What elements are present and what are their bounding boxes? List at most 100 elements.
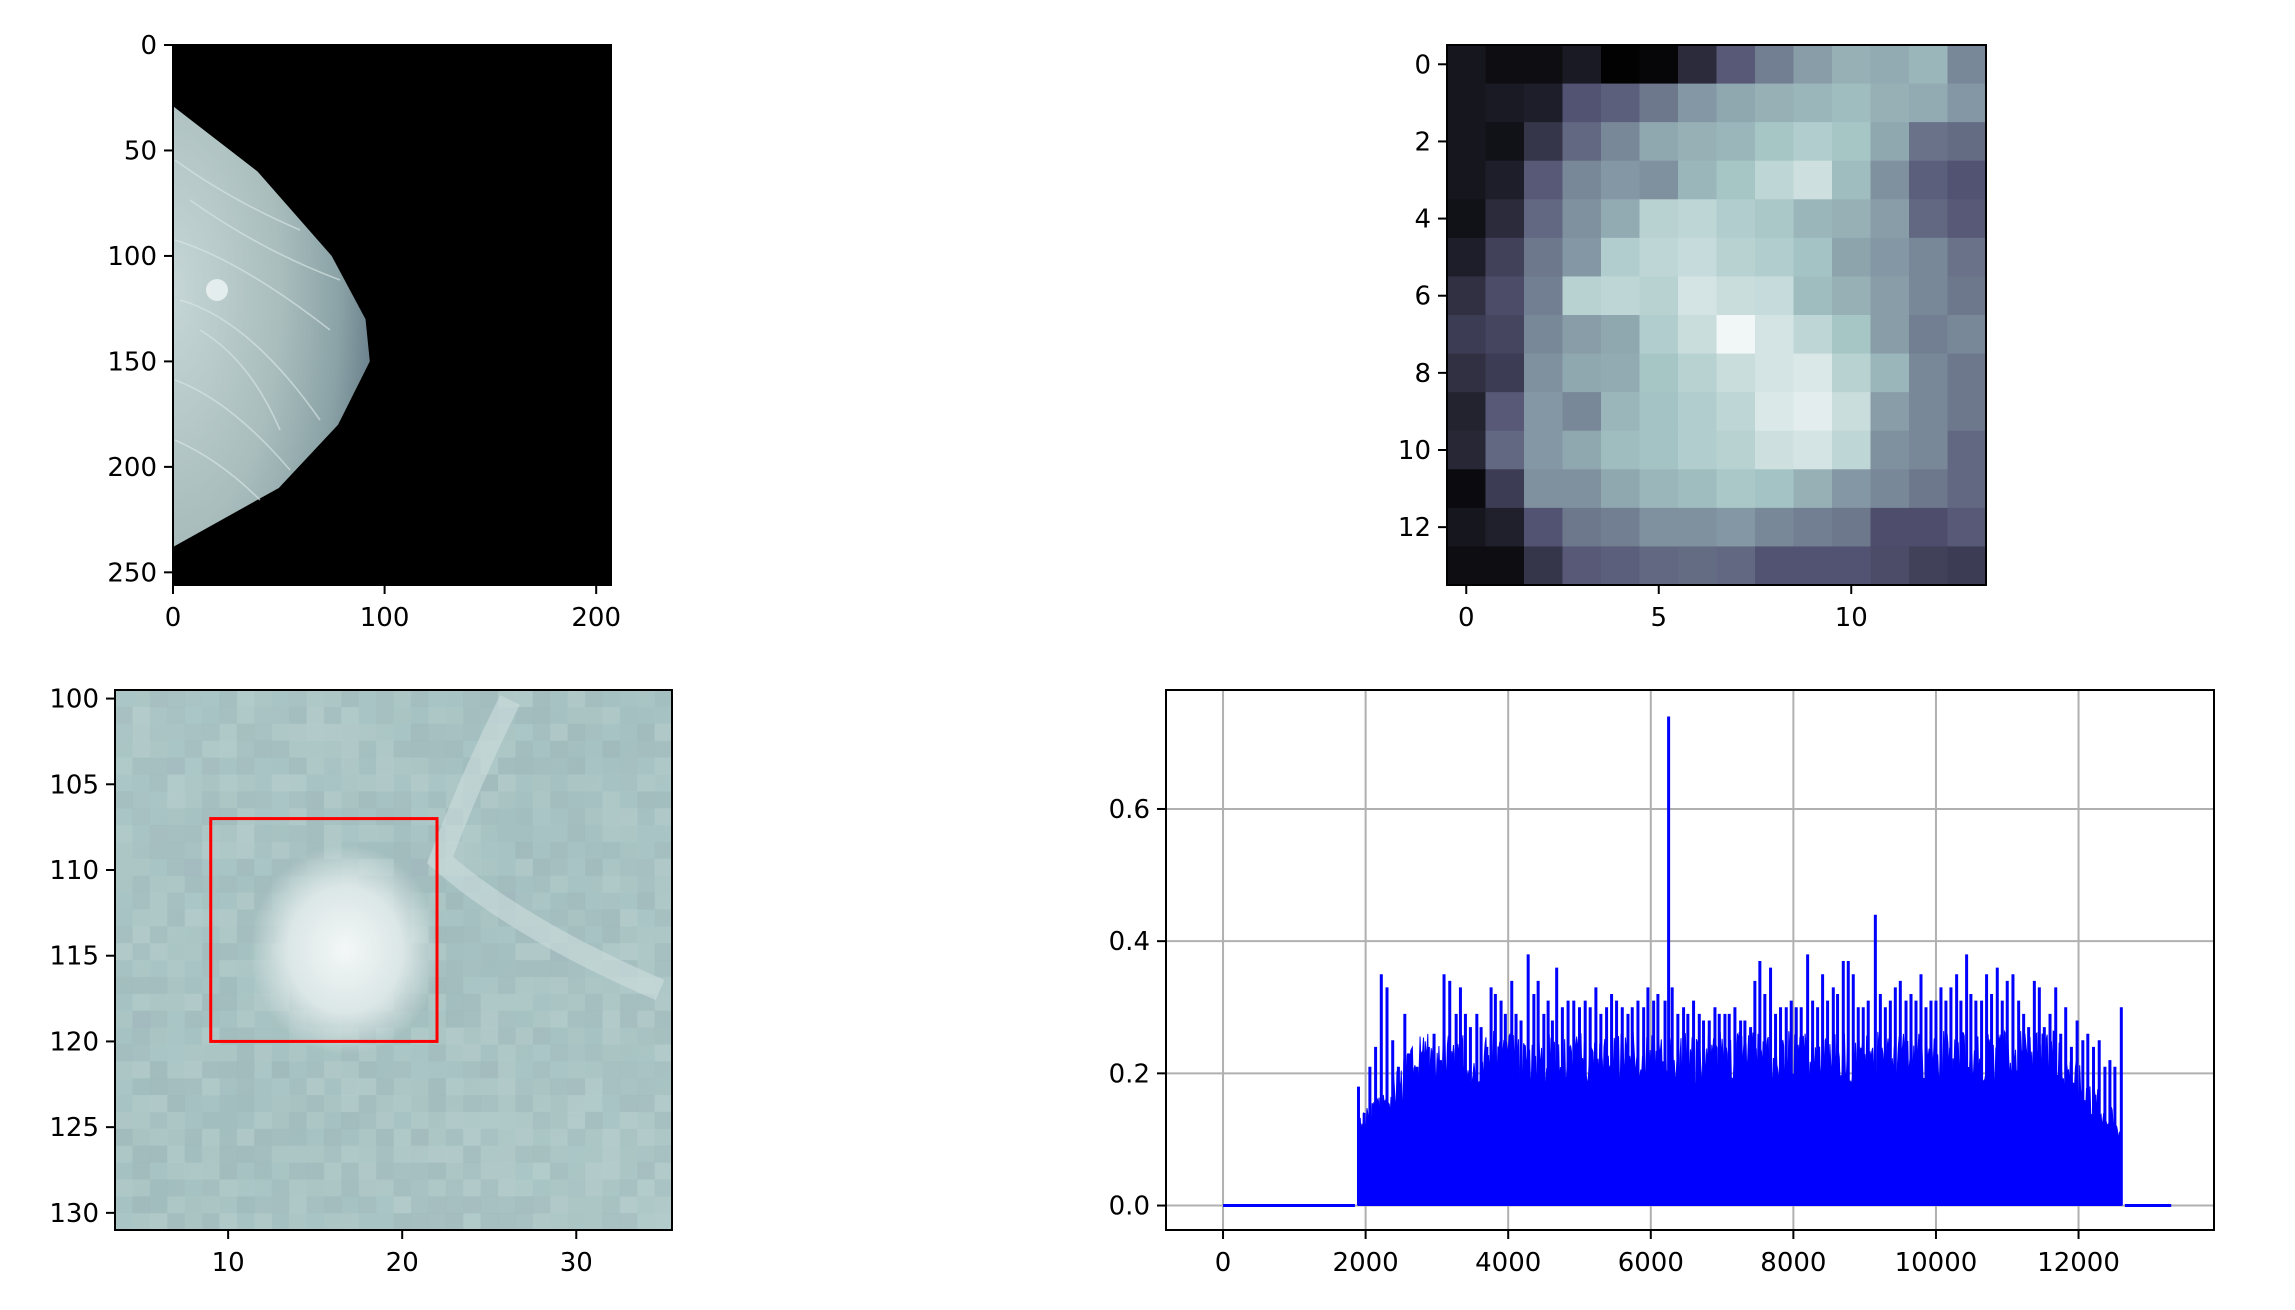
roi-pixel [1755, 160, 1795, 200]
zoom-pixel [202, 1061, 220, 1079]
zoom-pixel [341, 740, 360, 758]
zoom-pixel [602, 909, 621, 927]
zoom-pixel [254, 1078, 273, 1096]
zoom-pixel [271, 706, 290, 725]
roi-pixel [1601, 392, 1641, 432]
zoom-pixel [654, 706, 673, 725]
zoom-pixel [410, 858, 429, 877]
zoom-pixel [445, 1213, 464, 1231]
zoom-pixel [184, 1128, 203, 1147]
zoom-pixel [132, 690, 151, 708]
zoom-pixel [445, 1111, 464, 1130]
zoom-pixel [132, 1078, 151, 1096]
zoom-pixel [167, 858, 186, 877]
zoom-pixel [219, 892, 238, 910]
zoom-pixel [115, 1196, 133, 1214]
zoom-pixel [445, 1078, 464, 1096]
roi-pixel [1832, 469, 1872, 509]
zoom-pixel [584, 976, 603, 995]
zoom-pixel [341, 1078, 360, 1096]
zoom-pixel [497, 1213, 516, 1231]
zoom-pixel [584, 858, 603, 877]
zoom-pixel [149, 858, 168, 877]
zoom-pixel [115, 909, 133, 927]
zoom-pixel [271, 1061, 290, 1079]
zoom-pixel [202, 706, 220, 725]
roi-pixel [1947, 83, 1987, 123]
zoom-pixel [167, 993, 186, 1012]
zoom-pixel [550, 690, 569, 708]
zoom-pixel [202, 740, 220, 758]
zoom-pixel [445, 1128, 464, 1147]
zoom-pixel [289, 690, 307, 708]
zoom-pixel [480, 943, 499, 961]
zoom-pixel [567, 993, 586, 1012]
zoom-pixel [463, 960, 482, 978]
zoom-pixel [184, 909, 203, 927]
zoom-pixel [637, 791, 656, 809]
zoom-pixel [654, 875, 673, 893]
roi-pixel [1716, 353, 1756, 393]
zoom-pixel [550, 1179, 569, 1197]
zoom-pixel [550, 774, 569, 792]
zoom-pixel [323, 1095, 342, 1113]
zoom-pixel [393, 791, 412, 809]
zoom-pixel [167, 1061, 186, 1079]
mammogram-y-tick-label: 250 [107, 558, 157, 588]
roi-pixel [1485, 315, 1525, 355]
zoom-y-tick-label: 110 [49, 856, 99, 886]
zoom-pixel [219, 858, 238, 877]
zoom-pixel [463, 1111, 482, 1130]
zoom-pixel [410, 740, 429, 758]
zoom-pixel [532, 976, 551, 995]
roi-pixel [1716, 430, 1756, 470]
zoom-pixel [584, 993, 603, 1012]
zoom-pixel [515, 1111, 534, 1130]
zoom-pixel [637, 1111, 656, 1130]
zoom-pixel [358, 1095, 377, 1113]
roi-pixel [1870, 469, 1910, 509]
zoom-pixel [515, 841, 534, 860]
mammogram-frame [172, 44, 612, 586]
roi-pixel [1678, 507, 1718, 548]
zoom-pixel [410, 1095, 429, 1113]
zoom-pixel [306, 1213, 325, 1231]
zoom-pixel [289, 774, 307, 792]
zoom-pixel [236, 1078, 255, 1096]
zoom-pixel [637, 926, 656, 944]
zoom-pixel [376, 1078, 394, 1096]
roi-pixel [1755, 315, 1795, 355]
roi-pixel [1832, 392, 1872, 432]
zoom-pixel [602, 875, 621, 893]
roi-pixel [1524, 160, 1564, 200]
zoom-pixel [341, 706, 360, 725]
zoom-pixel [115, 1145, 133, 1163]
zoom-pixel [584, 757, 603, 775]
zoom-pixel [149, 1061, 168, 1079]
roi-pixel [1447, 83, 1487, 123]
zoom-pixel [184, 757, 203, 775]
zoom-pixel [341, 723, 360, 742]
zoom-pixel [358, 825, 377, 843]
zoom-pixel [654, 723, 673, 742]
zoom-pixel [619, 1111, 638, 1130]
zoom-pixel [254, 825, 273, 843]
zoom-pixel [376, 1044, 394, 1062]
zoom-pixel [323, 1196, 342, 1214]
zoom-pixel [567, 774, 586, 792]
zoom-pixel [149, 1111, 168, 1130]
zoom-pixel [619, 706, 638, 725]
roi-pixel [1639, 546, 1679, 586]
roi-pixel [1524, 237, 1564, 278]
zoom-pixel [271, 1111, 290, 1130]
roi-pixel [1447, 353, 1487, 393]
zoom-pixel [515, 1145, 534, 1163]
zoom-pixel [115, 1095, 133, 1113]
zoom-pixel [532, 723, 551, 742]
zoom-pixel [480, 1078, 499, 1096]
zoom-pixel [567, 757, 586, 775]
zoom-pixel [358, 1128, 377, 1147]
zoom-pixel [376, 1179, 394, 1197]
roi-pixel [1524, 276, 1564, 316]
zoom-pixel [202, 1044, 220, 1062]
